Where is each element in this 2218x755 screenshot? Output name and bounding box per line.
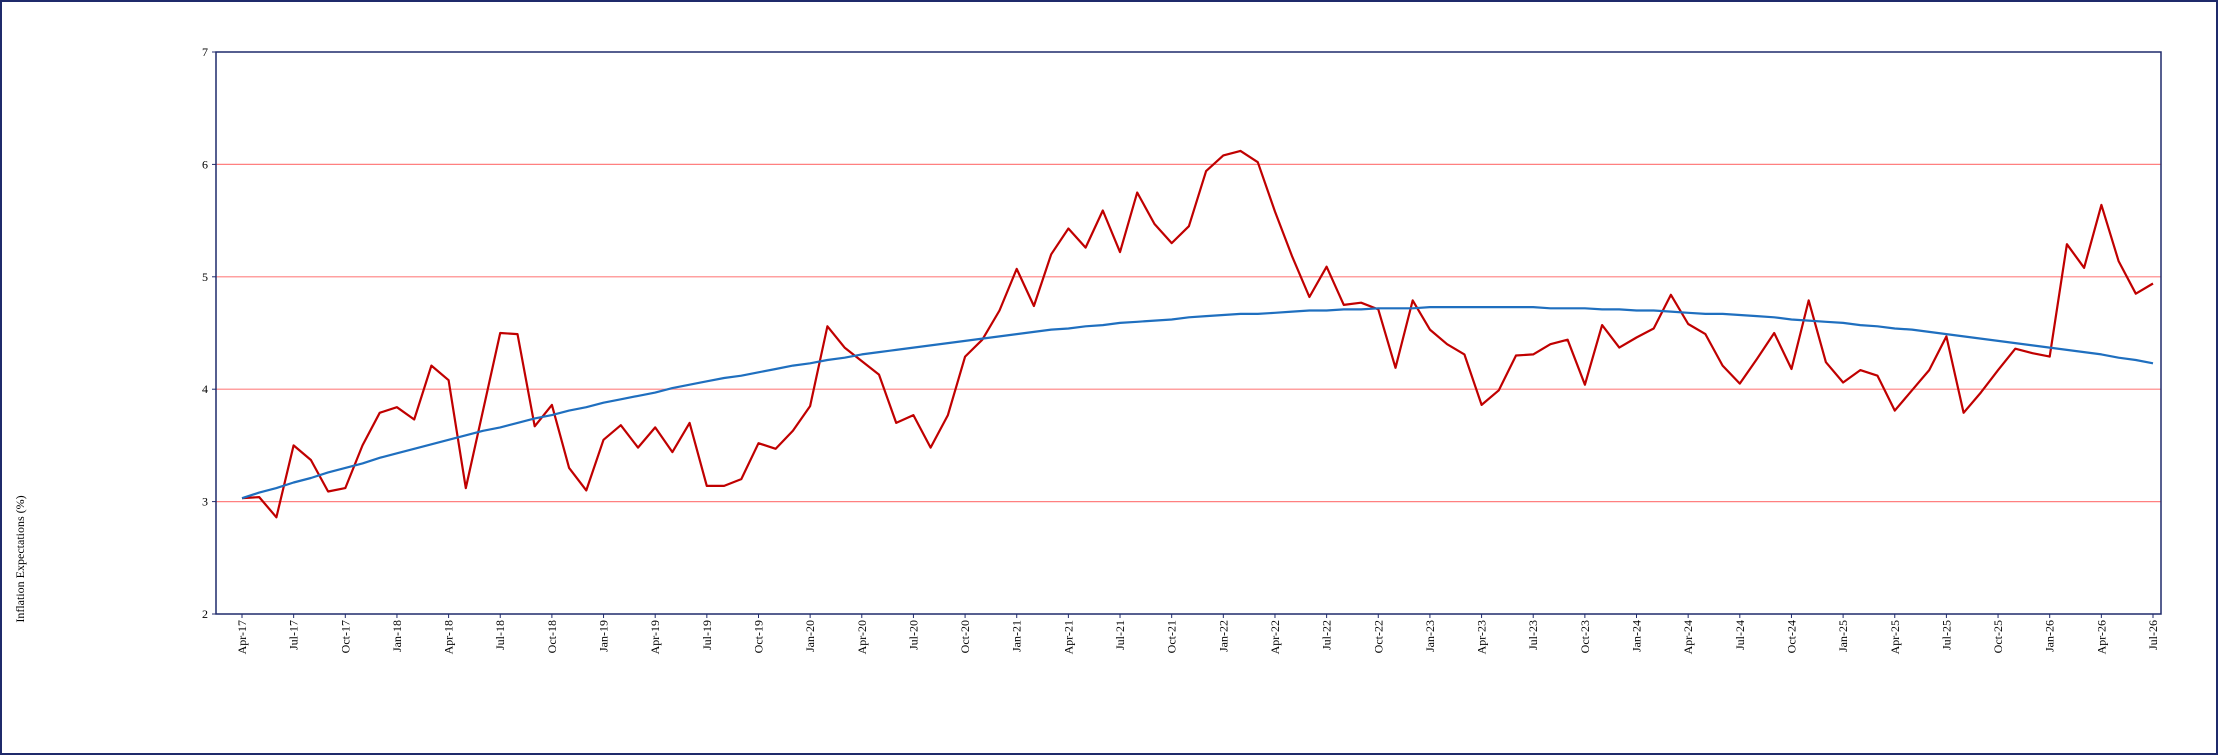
x-tick-label: Apr-21 (1061, 620, 1075, 654)
series-line (241, 149, 2154, 519)
x-tick-label: Apr-19 (648, 620, 662, 654)
x-tick-label: Jul-25 (1939, 620, 1953, 650)
x-tick-label: Apr-20 (855, 620, 869, 654)
x-tick-label: Jan-18 (390, 620, 404, 652)
x-tick-label: Jan-20 (803, 620, 817, 652)
y-tick-label: 3 (202, 495, 208, 509)
x-tick-label: Jul-22 (1320, 620, 1334, 650)
y-tick-label: 2 (202, 607, 208, 621)
x-tick-label: Jul-26 (2146, 620, 2160, 650)
x-tick-label: Oct-19 (751, 620, 765, 653)
series-line (241, 306, 2154, 500)
x-tick-label: Oct-24 (1784, 620, 1798, 653)
x-tick-label: Oct-22 (1371, 620, 1385, 653)
y-tick-label: 5 (202, 270, 208, 284)
x-tick-label: Jul-17 (287, 620, 301, 650)
x-tick-label: Jul-20 (906, 620, 920, 650)
plot-border (215, 51, 2162, 615)
x-tick-label: Jan-23 (1423, 620, 1437, 652)
x-tick-label: Jan-22 (1216, 620, 1230, 652)
x-tick-label: Jan-19 (597, 620, 611, 652)
y-tick-label: 7 (202, 45, 208, 59)
x-tick-label: Oct-21 (1165, 620, 1179, 653)
x-tick-label: Apr-26 (2094, 620, 2108, 654)
x-tick-label: Oct-18 (545, 620, 559, 653)
x-tick-label: Apr-24 (1681, 620, 1695, 654)
x-tick-label: Oct-23 (1578, 620, 1592, 653)
x-tick-label: Jan-25 (1836, 620, 1850, 652)
x-tick-label: Apr-23 (1475, 620, 1489, 654)
x-tick-label: Jul-19 (700, 620, 714, 650)
x-tick-label: Oct-17 (338, 620, 352, 653)
x-tick-label: Oct-25 (1991, 620, 2005, 653)
x-tick-label: Apr-22 (1268, 620, 1282, 654)
y-tick-label: 4 (202, 382, 208, 396)
x-tick-label: Jan-24 (1630, 620, 1644, 652)
x-tick-label: Jan-21 (1010, 620, 1024, 652)
plot-area (216, 52, 2161, 614)
x-tick-label: Jul-18 (493, 620, 507, 650)
x-tick-label: Apr-18 (442, 620, 456, 654)
y-tick-label: 6 (202, 157, 208, 171)
x-tick-label: Apr-25 (1888, 620, 1902, 654)
y-axis-title: Inflation Expectations (%) (13, 495, 27, 622)
x-tick-label: Jul-21 (1113, 620, 1127, 650)
x-tick-label: Jul-23 (1526, 620, 1540, 650)
x-tick-label: Apr-17 (235, 620, 249, 654)
x-tick-label: Jul-24 (1733, 620, 1747, 650)
x-tick-label: Jan-26 (2043, 620, 2057, 652)
x-tick-label: Oct-20 (958, 620, 972, 653)
